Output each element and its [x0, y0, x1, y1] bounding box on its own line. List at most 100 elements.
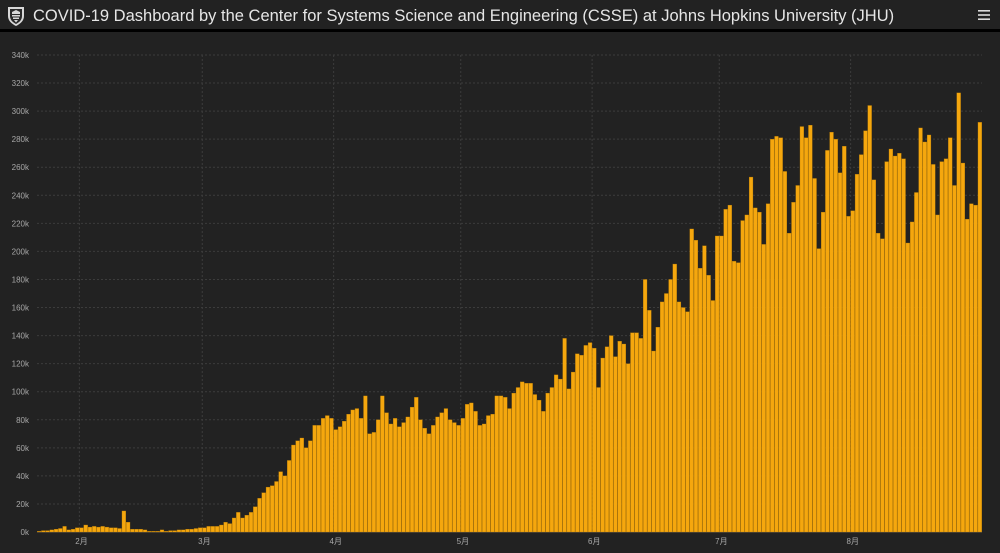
daily-case-bar[interactable] — [113, 527, 118, 533]
daily-case-bar[interactable] — [859, 154, 864, 533]
daily-case-bar[interactable] — [363, 395, 368, 533]
daily-case-bar[interactable] — [638, 338, 643, 533]
daily-case-bar[interactable] — [384, 412, 389, 533]
daily-case-bar[interactable] — [126, 522, 131, 533]
daily-case-bar[interactable] — [965, 218, 970, 533]
daily-case-bar[interactable] — [532, 394, 537, 533]
daily-case-bar[interactable] — [490, 413, 495, 533]
daily-case-bar[interactable] — [422, 428, 427, 533]
daily-case-bar[interactable] — [227, 523, 232, 533]
daily-case-bar[interactable] — [151, 531, 156, 533]
daily-case-bar[interactable] — [600, 357, 605, 533]
daily-case-bar[interactable] — [62, 526, 67, 533]
daily-case-bar[interactable] — [215, 526, 220, 533]
daily-case-bar[interactable] — [668, 279, 673, 533]
daily-case-bar[interactable] — [761, 244, 766, 533]
daily-case-bar[interactable] — [732, 261, 737, 533]
daily-case-bar[interactable] — [147, 531, 152, 533]
daily-case-bar[interactable] — [282, 475, 287, 533]
daily-case-bar[interactable] — [193, 528, 198, 533]
daily-case-bar[interactable] — [270, 485, 275, 533]
daily-case-bar[interactable] — [871, 179, 876, 533]
daily-case-bar[interactable] — [710, 300, 715, 533]
daily-case-bar[interactable] — [405, 416, 410, 533]
daily-case-bar[interactable] — [736, 262, 741, 533]
daily-case-bar[interactable] — [884, 161, 889, 533]
daily-case-bar[interactable] — [621, 343, 626, 533]
daily-case-bar[interactable] — [863, 130, 868, 533]
daily-case-bar[interactable] — [210, 526, 215, 533]
daily-case-bar[interactable] — [960, 162, 965, 533]
daily-case-bar[interactable] — [973, 204, 978, 533]
daily-case-bar[interactable] — [121, 510, 126, 533]
daily-case-bar[interactable] — [914, 192, 919, 533]
daily-case-bar[interactable] — [155, 531, 160, 533]
daily-case-bar[interactable] — [579, 355, 584, 533]
daily-case-bar[interactable] — [473, 411, 478, 533]
daily-case-bar[interactable] — [265, 486, 271, 533]
daily-case-bar[interactable] — [87, 526, 93, 533]
daily-case-bar[interactable] — [587, 342, 593, 533]
daily-case-bar[interactable] — [316, 425, 321, 533]
daily-case-bar[interactable] — [164, 531, 169, 533]
daily-case-bar[interactable] — [498, 395, 504, 533]
daily-case-bar[interactable] — [575, 353, 580, 533]
daily-case-bar[interactable] — [558, 378, 563, 533]
daily-case-bar[interactable] — [812, 178, 817, 533]
daily-case-bar[interactable] — [744, 214, 749, 533]
daily-case-bar[interactable] — [757, 211, 762, 533]
daily-case-bar[interactable] — [660, 301, 665, 533]
daily-case-bar[interactable] — [308, 440, 313, 533]
daily-case-bar[interactable] — [494, 395, 499, 533]
daily-case-bar[interactable] — [465, 404, 470, 533]
daily-case-bar[interactable] — [515, 387, 521, 533]
daily-case-bar[interactable] — [325, 415, 330, 533]
daily-case-bar[interactable] — [795, 185, 800, 533]
daily-case-bar[interactable] — [770, 139, 775, 533]
daily-case-bar[interactable] — [359, 418, 364, 533]
daily-case-bar[interactable] — [231, 517, 237, 533]
daily-case-bar[interactable] — [312, 425, 317, 533]
daily-case-bar[interactable] — [939, 161, 944, 533]
daily-case-bar[interactable] — [643, 279, 648, 533]
daily-case-bar[interactable] — [685, 311, 690, 533]
daily-case-bar[interactable] — [693, 240, 699, 533]
daily-case-bar[interactable] — [346, 413, 351, 533]
daily-case-bar[interactable] — [130, 529, 135, 533]
daily-case-bar[interactable] — [562, 338, 567, 533]
daily-case-bar[interactable] — [804, 137, 809, 533]
daily-case-bar[interactable] — [75, 527, 80, 533]
daily-case-bar[interactable] — [486, 415, 491, 533]
daily-case-bar[interactable] — [706, 275, 711, 533]
daily-case-bar[interactable] — [897, 153, 902, 533]
daily-case-bar[interactable] — [821, 211, 826, 533]
daily-case-bar[interactable] — [409, 406, 415, 533]
daily-case-bar[interactable] — [376, 419, 381, 533]
daily-case-bar[interactable] — [456, 425, 461, 533]
daily-case-bar[interactable] — [96, 526, 101, 533]
daily-case-bar[interactable] — [79, 527, 84, 533]
daily-case-bar[interactable] — [70, 529, 76, 533]
daily-case-bar[interactable] — [910, 221, 915, 533]
daily-case-bar[interactable] — [609, 335, 614, 533]
daily-case-bar[interactable] — [401, 422, 406, 533]
daily-case-bar[interactable] — [100, 526, 105, 533]
daily-case-bar[interactable] — [854, 174, 860, 533]
daily-case-bar[interactable] — [833, 139, 838, 533]
daily-case-bar[interactable] — [257, 498, 262, 533]
hamburger-menu-icon[interactable] — [976, 4, 992, 26]
daily-case-bar[interactable] — [876, 233, 881, 533]
daily-case-bar[interactable] — [371, 432, 376, 533]
daily-case-bar[interactable] — [354, 408, 360, 533]
daily-case-bar[interactable] — [604, 346, 610, 533]
daily-case-bar[interactable] — [528, 383, 533, 533]
daily-case-bar[interactable] — [613, 356, 618, 533]
daily-case-bar[interactable] — [626, 363, 631, 533]
daily-case-bar[interactable] — [922, 141, 927, 533]
daily-case-bar[interactable] — [507, 408, 512, 533]
daily-case-bar[interactable] — [299, 437, 304, 533]
daily-case-bar[interactable] — [142, 529, 148, 533]
daily-case-bar[interactable] — [418, 419, 423, 533]
daily-case-bar[interactable] — [956, 92, 961, 533]
daily-case-bar[interactable] — [58, 528, 63, 533]
